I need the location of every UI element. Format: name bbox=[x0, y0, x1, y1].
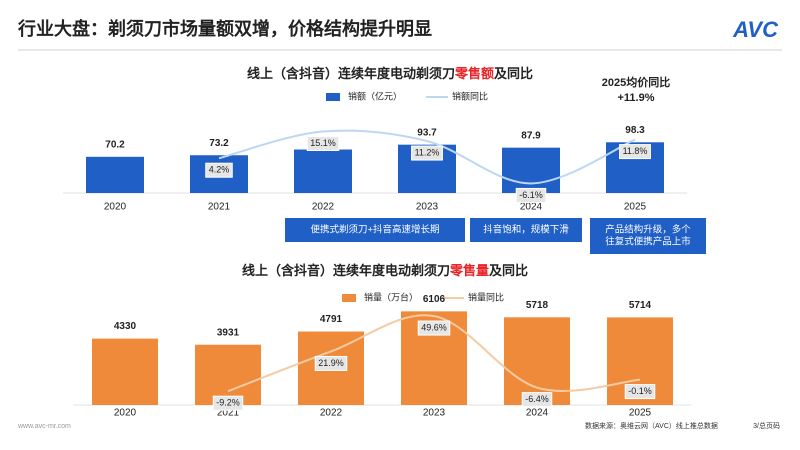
title-part: 线上（含抖音）连续年度电动剃须刀 bbox=[247, 66, 455, 81]
growth-label: -6.4% bbox=[525, 394, 549, 404]
legend-label: 销量（万台） bbox=[364, 291, 418, 302]
bar-value-label: 5718 bbox=[526, 300, 549, 311]
growth-line bbox=[218, 129, 636, 185]
bar bbox=[294, 149, 352, 193]
x-tick-label: 2023 bbox=[416, 202, 439, 213]
annotation-box bbox=[470, 218, 582, 242]
chart-title: 线上（含抖音）连续年度电动剃须刀零售额及同比 bbox=[247, 66, 533, 81]
page-title: 行业大盘：剃须刀市场量额双增，价格结构提升明显 bbox=[17, 18, 432, 39]
legend-swatch bbox=[342, 294, 356, 302]
annotation-box bbox=[285, 218, 465, 242]
bar-value-label: 4791 bbox=[320, 314, 343, 325]
growth-label-box bbox=[411, 145, 443, 161]
annotation-text: 便携式剃须刀+抖音高速增长期 bbox=[310, 224, 439, 236]
growth-label-box bbox=[515, 187, 547, 203]
bar-value-label: 3931 bbox=[217, 327, 240, 338]
x-tick-label: 2024 bbox=[520, 202, 543, 213]
price-note: 2025均价同比 bbox=[602, 75, 670, 89]
bar-value-label: 5714 bbox=[629, 300, 652, 311]
annotation-text: 往复式便携产品上市 bbox=[605, 236, 691, 248]
growth-label: -9.2% bbox=[216, 398, 240, 408]
x-tick-label: 2020 bbox=[114, 408, 137, 419]
price-note: +11.9% bbox=[617, 92, 654, 104]
legend-swatch bbox=[326, 93, 340, 101]
growth-label-box bbox=[521, 392, 553, 408]
bar bbox=[195, 344, 261, 405]
growth-label: -6.1% bbox=[519, 190, 543, 200]
bar-value-label: 98.3 bbox=[625, 125, 645, 136]
bar bbox=[92, 338, 158, 405]
bar-value-label: 4330 bbox=[114, 321, 137, 332]
growth-label: -0.1% bbox=[628, 386, 652, 396]
legend-label: 销额（亿元） bbox=[348, 90, 402, 101]
growth-label: 15.1% bbox=[310, 138, 336, 148]
logo: AVC bbox=[732, 17, 779, 42]
x-tick-label: 2023 bbox=[423, 408, 446, 419]
bar-value-label: 70.2 bbox=[105, 139, 125, 150]
title-part: 零售量 bbox=[449, 263, 489, 278]
x-tick-label: 2020 bbox=[104, 202, 127, 213]
bar-value-label: 87.9 bbox=[521, 130, 541, 141]
x-tick-label: 2025 bbox=[624, 202, 647, 213]
title-part: 及同比 bbox=[489, 263, 528, 278]
footer-page: 3/总页码 bbox=[753, 421, 780, 430]
growth-label: 21.9% bbox=[318, 358, 344, 368]
bar bbox=[502, 147, 560, 193]
bar-value-label: 93.7 bbox=[417, 127, 437, 138]
growth-label-box bbox=[314, 355, 348, 371]
growth-label: 11.2% bbox=[415, 147, 440, 157]
footer-source: 数据来源：奥维云网（AVC）线上推总数据 bbox=[585, 421, 718, 430]
annotation-text: 抖音饱和，规模下滑 bbox=[483, 224, 569, 236]
x-tick-label: 2021 bbox=[217, 408, 240, 419]
annotation-text: 产品结构升级，多个 bbox=[605, 224, 691, 236]
x-tick-label: 2022 bbox=[312, 202, 335, 213]
growth-label: 49.6% bbox=[421, 322, 447, 332]
x-tick-label: 2021 bbox=[208, 202, 231, 213]
x-tick-label: 2025 bbox=[629, 408, 652, 419]
footer-site: www.avc-mr.com bbox=[17, 423, 71, 430]
growth-label-box bbox=[624, 384, 656, 400]
bar-value-label: 6106 bbox=[423, 294, 446, 305]
growth-label-box bbox=[417, 320, 451, 336]
title-part: 零售额 bbox=[454, 66, 494, 81]
x-tick-label: 2022 bbox=[320, 408, 343, 419]
growth-label-box bbox=[205, 162, 233, 178]
x-tick-label: 2024 bbox=[526, 408, 549, 419]
growth-label-box bbox=[306, 136, 340, 152]
chart-title: 线上（含抖音）连续年度电动剃须刀零售量及同比 bbox=[242, 263, 528, 278]
legend-label: 销量同比 bbox=[468, 291, 504, 302]
bar-value-label: 73.2 bbox=[209, 138, 229, 149]
growth-label: 4.2% bbox=[209, 165, 230, 175]
title-part: 线上（含抖音）连续年度电动剃须刀 bbox=[242, 263, 450, 278]
bar bbox=[86, 156, 144, 193]
legend-label: 销额同比 bbox=[452, 90, 488, 101]
growth-label-box bbox=[619, 144, 651, 160]
growth-label-box bbox=[212, 395, 244, 411]
growth-label: 11.8% bbox=[623, 146, 648, 156]
annotation-box bbox=[590, 218, 706, 254]
title-part: 及同比 bbox=[494, 66, 533, 81]
growth-line bbox=[227, 314, 641, 393]
